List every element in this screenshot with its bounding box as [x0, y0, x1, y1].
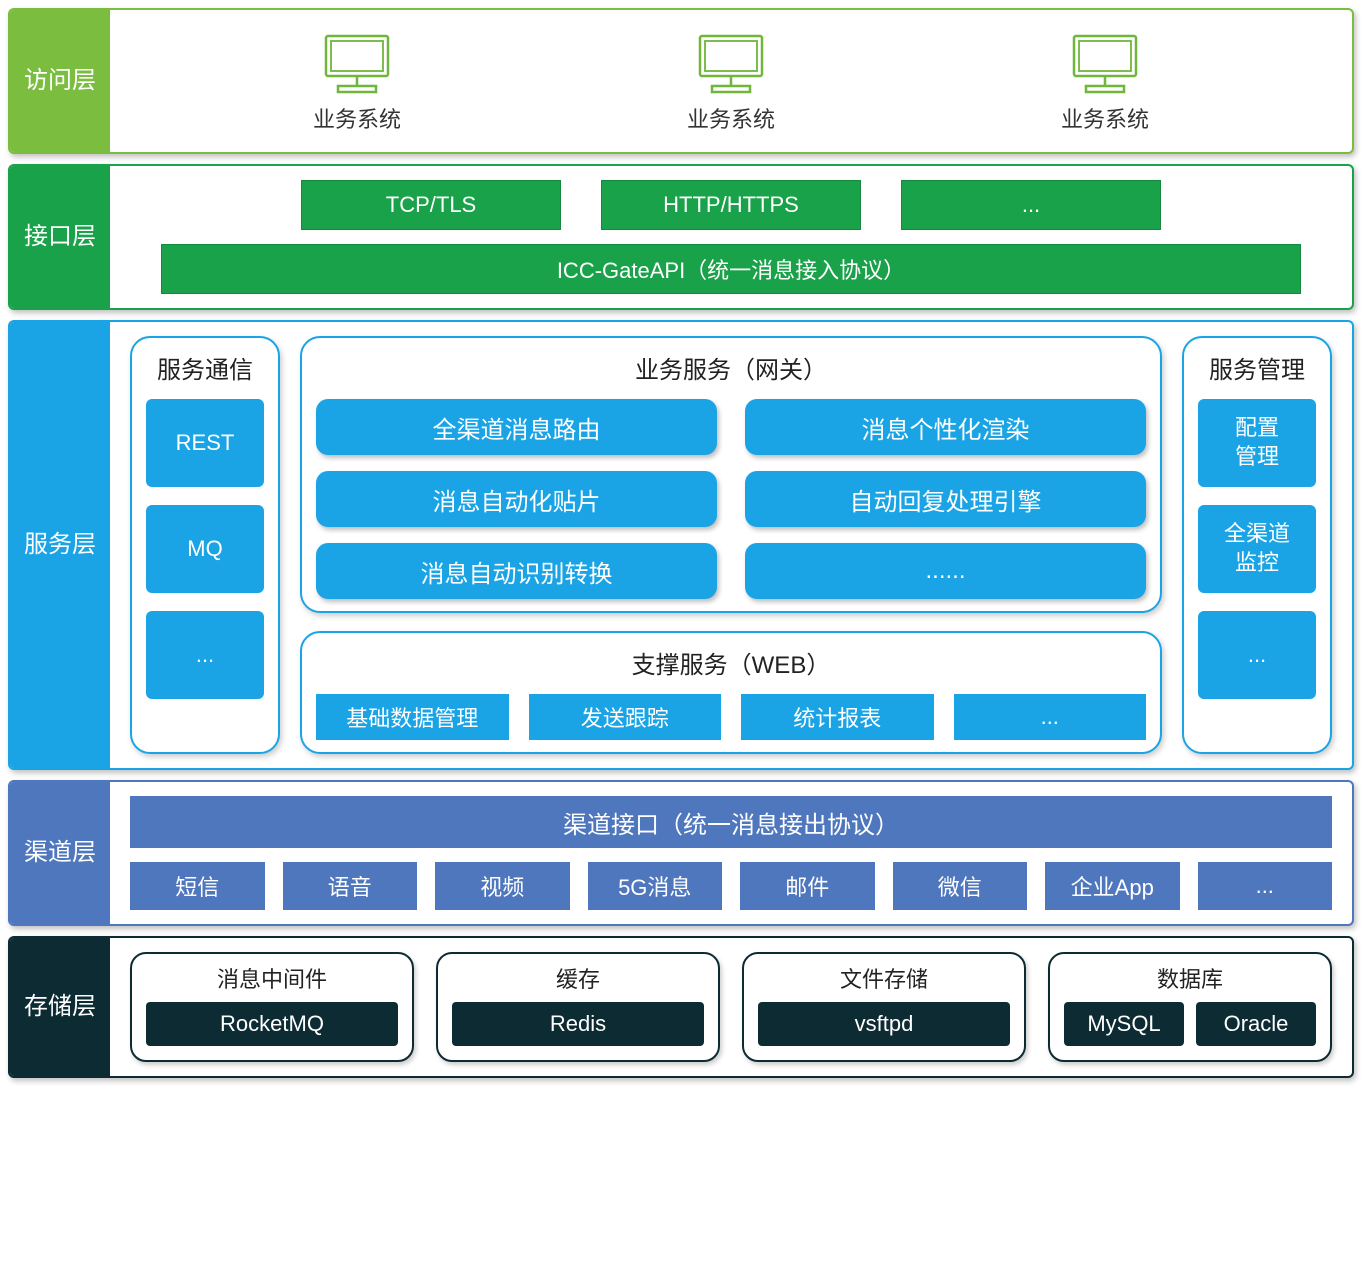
access-item: 业务系统: [313, 32, 401, 134]
interface-row-protocols: TCP/TLS HTTP/HTTPS...: [130, 180, 1332, 230]
panel-title-mgmt: 服务管理: [1198, 350, 1316, 385]
comm-box: ...: [146, 611, 264, 699]
layer-body-interface: TCP/TLS HTTP/HTTPS... ICC-GateAPI（统一消息接入协…: [110, 166, 1352, 308]
layer-access: 访问层 业务系统 业务系统 业务系统: [8, 8, 1354, 154]
panel-title-gateway: 业务服务（网关）: [316, 350, 1146, 385]
gateway-pill: 消息自动化贴片: [316, 471, 717, 527]
panel-title-comm: 服务通信: [146, 350, 264, 385]
layer-service: 服务层 服务通信 REST MQ... 业务服务（网关） 全渠道消息路由消息个性化…: [8, 320, 1354, 770]
mgmt-box: 全渠道 监控: [1198, 505, 1316, 593]
storage-group: 文件存储 vsftpd: [742, 952, 1026, 1062]
channel-chip: ...: [1198, 862, 1333, 910]
storage-group: 数据库 MySQL Oracle: [1048, 952, 1332, 1062]
gateway-pill: 消息个性化渲染: [745, 399, 1146, 455]
channel-chip: 5G消息: [588, 862, 723, 910]
gateway-pill: 自动回复处理引擎: [745, 471, 1146, 527]
service-center-column: 业务服务（网关） 全渠道消息路由消息个性化渲染消息自动化贴片自动回复处理引擎消息…: [300, 336, 1162, 754]
storage-chip: Oracle: [1196, 1002, 1316, 1046]
mgmt-stack: 配置 管理全渠道 监控...: [1198, 399, 1316, 740]
support-chip: ...: [954, 694, 1147, 740]
storage-group: 消息中间件 RocketMQ: [130, 952, 414, 1062]
interface-gate-api: ICC-GateAPI（统一消息接入协议）: [161, 244, 1301, 294]
layer-label-channel: 渠道层: [10, 782, 110, 924]
storage-group-title: 消息中间件: [217, 962, 327, 994]
comm-box: REST: [146, 399, 264, 487]
channel-chip: 微信: [893, 862, 1028, 910]
access-item: 业务系统: [687, 32, 775, 134]
layer-body-access: 业务系统 业务系统 业务系统: [110, 10, 1352, 152]
gateway-pill: ......: [745, 543, 1146, 599]
storage-chips: MySQL Oracle: [1064, 1002, 1316, 1046]
storage-chip: MySQL: [1064, 1002, 1184, 1046]
channel-chip: 语音: [283, 862, 418, 910]
mgmt-box: ...: [1198, 611, 1316, 699]
interface-protocol-chip: ...: [901, 180, 1161, 230]
layer-label-service: 服务层: [10, 322, 110, 768]
storage-chip: RocketMQ: [146, 1002, 398, 1046]
storage-chip: Redis: [452, 1002, 704, 1046]
layer-interface: 接口层 TCP/TLS HTTP/HTTPS... ICC-GateAPI（统一消…: [8, 164, 1354, 310]
access-item: 业务系统: [1061, 32, 1149, 134]
channel-chip: 视频: [435, 862, 570, 910]
support-chip: 统计报表: [741, 694, 934, 740]
layer-storage: 存储层 消息中间件 RocketMQ 缓存 Redis 文件存储 vsftpd 数据库 MyS…: [8, 936, 1354, 1078]
mgmt-box: 配置 管理: [1198, 399, 1316, 487]
monitor-icon: [320, 32, 394, 96]
storage-group-title: 文件存储: [840, 962, 928, 994]
layer-channel: 渠道层 渠道接口（统一消息接出协议） 短信语音视频 5G消息邮件微信企业App..…: [8, 780, 1354, 926]
panel-gateway: 业务服务（网关） 全渠道消息路由消息个性化渲染消息自动化贴片自动回复处理引擎消息…: [300, 336, 1162, 613]
gateway-pill: 消息自动识别转换: [316, 543, 717, 599]
monitor-icon: [1068, 32, 1142, 96]
panel-service-mgmt: 服务管理 配置 管理全渠道 监控...: [1182, 336, 1332, 754]
storage-chip: vsftpd: [758, 1002, 1010, 1046]
layer-body-service: 服务通信 RESTMQ... 业务服务（网关） 全渠道消息路由消息个性化渲染消息…: [110, 322, 1352, 768]
support-row: 基础数据管理发送跟踪统计报表...: [316, 694, 1146, 740]
storage-row: 消息中间件 RocketMQ 缓存 Redis 文件存储 vsftpd 数据库 MySQL Or…: [130, 952, 1332, 1062]
layer-body-channel: 渠道接口（统一消息接出协议） 短信语音视频 5G消息邮件微信企业App...: [110, 782, 1352, 924]
comm-stack: REST MQ...: [146, 399, 264, 740]
access-caption: 业务系统: [687, 102, 775, 134]
channel-chip: 邮件: [740, 862, 875, 910]
layer-label-access: 访问层: [10, 10, 110, 152]
access-caption: 业务系统: [313, 102, 401, 134]
interface-protocol-chip: TCP/TLS: [301, 180, 561, 230]
layer-label-storage: 存储层: [10, 938, 110, 1076]
layer-body-storage: 消息中间件 RocketMQ 缓存 Redis 文件存储 vsftpd 数据库 MySQL Or…: [110, 938, 1352, 1076]
storage-chips: RocketMQ: [146, 1002, 398, 1046]
support-chip: 发送跟踪: [529, 694, 722, 740]
layer-label-interface: 接口层: [10, 166, 110, 308]
interface-protocol-chip: HTTP/HTTPS: [601, 180, 861, 230]
panel-service-comm: 服务通信 REST MQ...: [130, 336, 280, 754]
panel-support: 支撑服务（WEB） 基础数据管理发送跟踪统计报表...: [300, 631, 1162, 754]
channel-interface-bar: 渠道接口（统一消息接出协议）: [130, 796, 1332, 848]
channel-row: 短信语音视频 5G消息邮件微信企业App...: [130, 862, 1332, 910]
channel-chip: 短信: [130, 862, 265, 910]
storage-group: 缓存 Redis: [436, 952, 720, 1062]
gateway-pill: 全渠道消息路由: [316, 399, 717, 455]
storage-group-title: 数据库: [1157, 962, 1223, 994]
comm-box: MQ: [146, 505, 264, 593]
storage-chips: Redis: [452, 1002, 704, 1046]
service-columns: 服务通信 RESTMQ... 业务服务（网关） 全渠道消息路由消息个性化渲染消息…: [130, 336, 1332, 754]
support-chip: 基础数据管理: [316, 694, 509, 740]
storage-group-title: 缓存: [556, 962, 600, 994]
monitor-icon: [694, 32, 768, 96]
panel-title-support: 支撑服务（WEB）: [316, 645, 1146, 680]
access-items: 业务系统 业务系统 业务系统: [130, 24, 1332, 138]
storage-chips: vsftpd: [758, 1002, 1010, 1046]
gateway-grid: 全渠道消息路由消息个性化渲染消息自动化贴片自动回复处理引擎消息自动识别转换...…: [316, 399, 1146, 599]
channel-chip: 企业App: [1045, 862, 1180, 910]
access-caption: 业务系统: [1061, 102, 1149, 134]
